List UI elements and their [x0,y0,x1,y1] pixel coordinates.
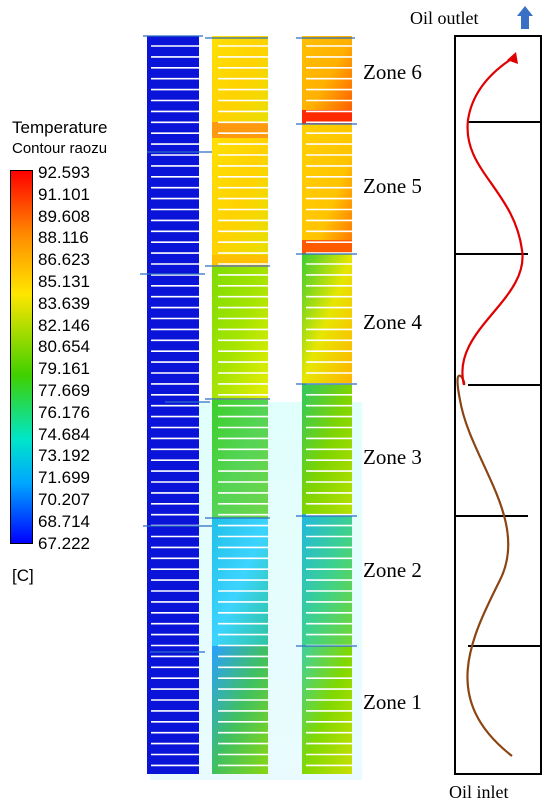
legend-value: 77.669 [38,381,90,400]
oil-outlet-label: Oil outlet [410,8,479,28]
legend-title: Temperature [12,118,108,137]
legend-value: 79.161 [38,359,90,379]
legend-value: 85.131 [38,272,90,291]
legend-subtitle: Contour raozu [12,140,108,157]
legend-value: 73.192 [38,446,90,466]
legend-value: 68.714 [38,511,90,531]
legend-value: 70.207 [38,490,90,509]
legend-value: 83.639 [38,293,90,313]
legend-value: 86.623 [38,250,90,270]
zone-4-label: Zone 4 [363,310,422,334]
legend-value: 82.146 [38,315,90,335]
flow-channel-box [454,35,542,775]
legend-unit: [C] [12,566,34,585]
outlet-arrow-icon [517,6,533,29]
color-scale-bar [10,170,33,544]
legend-value: 92.593 [38,163,90,182]
legend-value: 88.116 [38,228,89,248]
legend-value: 74.684 [38,424,90,444]
legend-value: 91.101 [38,184,90,204]
zone-5-label: Zone 5 [363,174,422,198]
zone-2-label: Zone 2 [363,558,422,582]
legend-value: 89.608 [38,206,90,226]
legend-value: 67.222 [38,533,90,553]
flow-arrowhead [507,52,518,64]
legend-value: 76.176 [38,402,90,422]
oil-flow-path-upper [461,55,524,386]
zone-1-label: Zone 1 [363,690,422,714]
zone-6-label: Zone 6 [363,60,422,84]
oil-inlet-label: Oil inlet [449,782,509,802]
legend-value: 80.654 [38,337,90,357]
oil-flow-path-lower [456,374,513,757]
legend-value: 71.699 [38,468,90,488]
zone-3-label: Zone 3 [363,445,422,469]
